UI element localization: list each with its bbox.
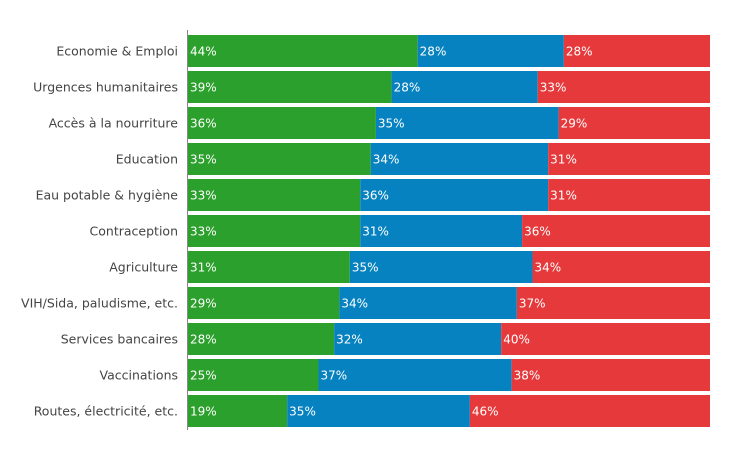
bar-segment-3 xyxy=(558,107,710,139)
bar-segment-3 xyxy=(516,287,710,319)
data-label: 34% xyxy=(535,261,562,275)
bar-segment-3 xyxy=(563,35,710,67)
bar-segment-1 xyxy=(188,179,361,211)
bar-segment-1 xyxy=(188,215,361,247)
data-label: 33% xyxy=(190,189,217,203)
bar-segment-2 xyxy=(360,179,549,211)
data-label: 35% xyxy=(289,405,316,419)
bar-segment-3 xyxy=(511,359,710,391)
bar-segment-1 xyxy=(188,35,418,67)
data-label: 37% xyxy=(519,297,546,311)
data-label: 29% xyxy=(561,117,588,131)
category-label: Routes, électricité, etc. xyxy=(34,404,178,419)
data-label: 25% xyxy=(190,369,217,383)
bar-segment-2 xyxy=(318,359,512,391)
data-label: 36% xyxy=(190,117,217,131)
bar-segment-1 xyxy=(188,323,335,355)
data-label: 33% xyxy=(190,225,217,239)
bar-segment-1 xyxy=(188,287,340,319)
bar-segment-1 xyxy=(188,395,288,427)
data-label: 37% xyxy=(321,369,348,383)
bar-segment-3 xyxy=(522,215,710,247)
data-label: 29% xyxy=(190,297,217,311)
bar-segment-3 xyxy=(532,251,710,283)
bar-segment-3 xyxy=(548,179,710,211)
data-label: 19% xyxy=(190,405,217,419)
data-label: 36% xyxy=(362,189,389,203)
data-label: 46% xyxy=(472,405,499,419)
category-label: Eau potable & hygiène xyxy=(36,188,179,203)
data-label: 28% xyxy=(566,45,593,59)
bar-segment-2 xyxy=(287,395,470,427)
bar-segment-3 xyxy=(537,71,710,103)
bar-segment-2 xyxy=(334,323,502,355)
data-label: 33% xyxy=(540,81,567,95)
category-label: Agriculture xyxy=(109,260,178,275)
data-label: 32% xyxy=(336,333,363,347)
bar-segment-3 xyxy=(469,395,710,427)
bar-segment-1 xyxy=(188,71,392,103)
data-label: 38% xyxy=(514,369,541,383)
data-label: 28% xyxy=(190,333,217,347)
category-label: Education xyxy=(116,152,178,167)
data-label: 39% xyxy=(190,81,217,95)
data-label: 31% xyxy=(190,261,217,275)
data-label: 36% xyxy=(524,225,551,239)
data-label: 28% xyxy=(394,81,421,95)
data-label: 40% xyxy=(503,333,530,347)
data-label: 31% xyxy=(362,225,389,239)
bar-segment-2 xyxy=(339,287,517,319)
data-label: 31% xyxy=(550,189,577,203)
bar-segment-3 xyxy=(548,143,710,175)
category-label: Urgences humanitaires xyxy=(33,80,178,95)
bar-segment-1 xyxy=(188,107,376,139)
data-label: 34% xyxy=(341,297,368,311)
category-label: Accès à la nourriture xyxy=(49,116,179,131)
category-label: VIH/Sida, paludisme, etc. xyxy=(21,296,178,311)
category-label: Vaccinations xyxy=(100,368,179,383)
data-label: 31% xyxy=(550,153,577,167)
data-label: 34% xyxy=(373,153,400,167)
data-label: 28% xyxy=(420,45,447,59)
data-label: 44% xyxy=(190,45,217,59)
bar-segment-2 xyxy=(375,107,559,139)
bar-segment-2 xyxy=(391,71,538,103)
bar-segment-2 xyxy=(417,35,564,67)
bar-segment-1 xyxy=(188,359,319,391)
bar-segment-3 xyxy=(501,323,710,355)
data-label: 35% xyxy=(378,117,405,131)
bar-segment-2 xyxy=(349,251,533,283)
bar-segment-2 xyxy=(370,143,549,175)
category-label: Contraception xyxy=(90,224,178,239)
bar-segment-2 xyxy=(360,215,523,247)
data-label: 35% xyxy=(352,261,379,275)
data-label: 35% xyxy=(190,153,217,167)
bar-segment-1 xyxy=(188,251,350,283)
category-label: Services bancaires xyxy=(61,332,178,347)
category-label: Economie & Emploi xyxy=(56,44,178,59)
bar-segment-1 xyxy=(188,143,371,175)
